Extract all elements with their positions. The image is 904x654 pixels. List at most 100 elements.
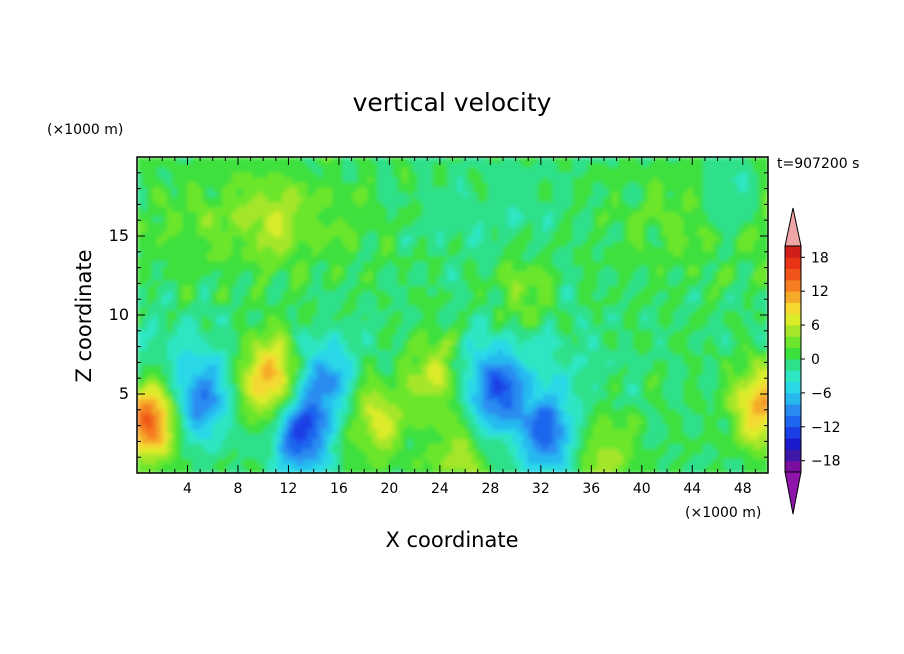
field-cell <box>227 433 233 440</box>
field-cell <box>467 448 474 454</box>
field-cell <box>342 221 348 227</box>
field-cell <box>472 290 479 296</box>
field-cell <box>222 231 228 237</box>
field-cell <box>452 398 459 405</box>
field-cell <box>217 290 223 296</box>
field-cell <box>217 403 223 410</box>
field-cell <box>412 157 419 163</box>
field-cell <box>452 171 459 178</box>
field-cell <box>352 384 358 390</box>
field-cell <box>387 369 394 375</box>
field-cell <box>307 468 313 473</box>
field-cell <box>402 166 409 173</box>
field-cell <box>292 250 298 257</box>
field-cell <box>187 305 193 311</box>
field-cell <box>502 344 509 351</box>
field-cell <box>522 413 529 420</box>
field-cell <box>507 438 514 444</box>
field-cell <box>522 364 529 370</box>
field-cell <box>277 463 283 469</box>
field-cell <box>207 319 213 326</box>
field-cell <box>397 394 404 400</box>
field-cell <box>437 216 444 222</box>
field-cell <box>502 468 509 473</box>
field-cell <box>367 329 373 336</box>
field-cell <box>472 334 479 341</box>
field-cell <box>177 221 183 227</box>
field-cell <box>507 324 514 331</box>
field-cell <box>247 374 253 380</box>
field-cell <box>307 334 313 341</box>
field-cell <box>157 186 163 193</box>
field-cell <box>187 206 193 212</box>
field-cell <box>472 295 479 301</box>
field-cell <box>452 310 459 316</box>
field-cell <box>362 255 368 262</box>
field-cell <box>332 418 338 425</box>
field-cell <box>237 418 243 425</box>
field-cell <box>222 443 228 449</box>
field-cell <box>462 394 469 400</box>
field-cell <box>217 359 223 365</box>
field-cell <box>507 231 514 237</box>
field-cell <box>387 305 394 311</box>
field-cell <box>342 255 348 262</box>
field-cell <box>297 408 303 415</box>
field-cell <box>517 403 524 410</box>
field-cell <box>437 250 444 257</box>
field-cell <box>357 280 363 286</box>
field-cell <box>197 191 203 198</box>
field-cell <box>457 418 464 425</box>
field-cell <box>272 458 278 464</box>
field-cell <box>282 161 288 168</box>
field-cell <box>342 468 348 473</box>
field-cell <box>442 216 449 222</box>
field-cell <box>142 448 148 454</box>
field-cell <box>492 166 499 173</box>
field-cell <box>237 171 243 178</box>
field-cell <box>277 364 283 370</box>
field-cell <box>272 240 278 247</box>
field-cell <box>452 290 459 296</box>
field-cell <box>382 315 388 321</box>
field-cell <box>342 379 348 385</box>
field-cell <box>177 324 183 331</box>
field-cell <box>432 245 439 252</box>
field-cell <box>162 408 168 415</box>
field-cell <box>352 418 358 425</box>
field-cell <box>292 389 298 395</box>
field-cell <box>447 418 454 425</box>
field-cell <box>512 438 519 444</box>
field-cell <box>272 398 278 405</box>
field-cell <box>392 236 399 242</box>
field-cell <box>422 290 429 296</box>
field-cell <box>487 295 494 301</box>
field-cell <box>452 265 459 272</box>
field-cell <box>137 394 143 400</box>
field-cell <box>357 245 363 252</box>
field-cell <box>327 290 333 296</box>
field-cell <box>192 448 198 454</box>
field-cell <box>417 250 424 257</box>
field-cell <box>367 448 373 454</box>
field-cell <box>492 448 499 454</box>
field-cell <box>437 260 444 267</box>
field-cell <box>187 433 193 440</box>
field-cell <box>302 344 308 351</box>
field-cell <box>207 389 213 395</box>
field-cell <box>472 329 479 336</box>
field-cell <box>437 359 444 365</box>
field-cell <box>442 403 449 410</box>
field-cell <box>407 157 414 163</box>
field-cell <box>272 280 278 286</box>
field-cell <box>237 458 243 464</box>
field-cell <box>382 157 388 163</box>
field-cell <box>387 211 394 217</box>
field-cell <box>457 324 464 331</box>
field-cell <box>347 186 353 193</box>
field-cell <box>447 379 454 385</box>
field-cell <box>477 423 484 430</box>
field-cell <box>337 245 343 252</box>
field-cell <box>192 428 198 435</box>
field-cell <box>487 408 494 415</box>
